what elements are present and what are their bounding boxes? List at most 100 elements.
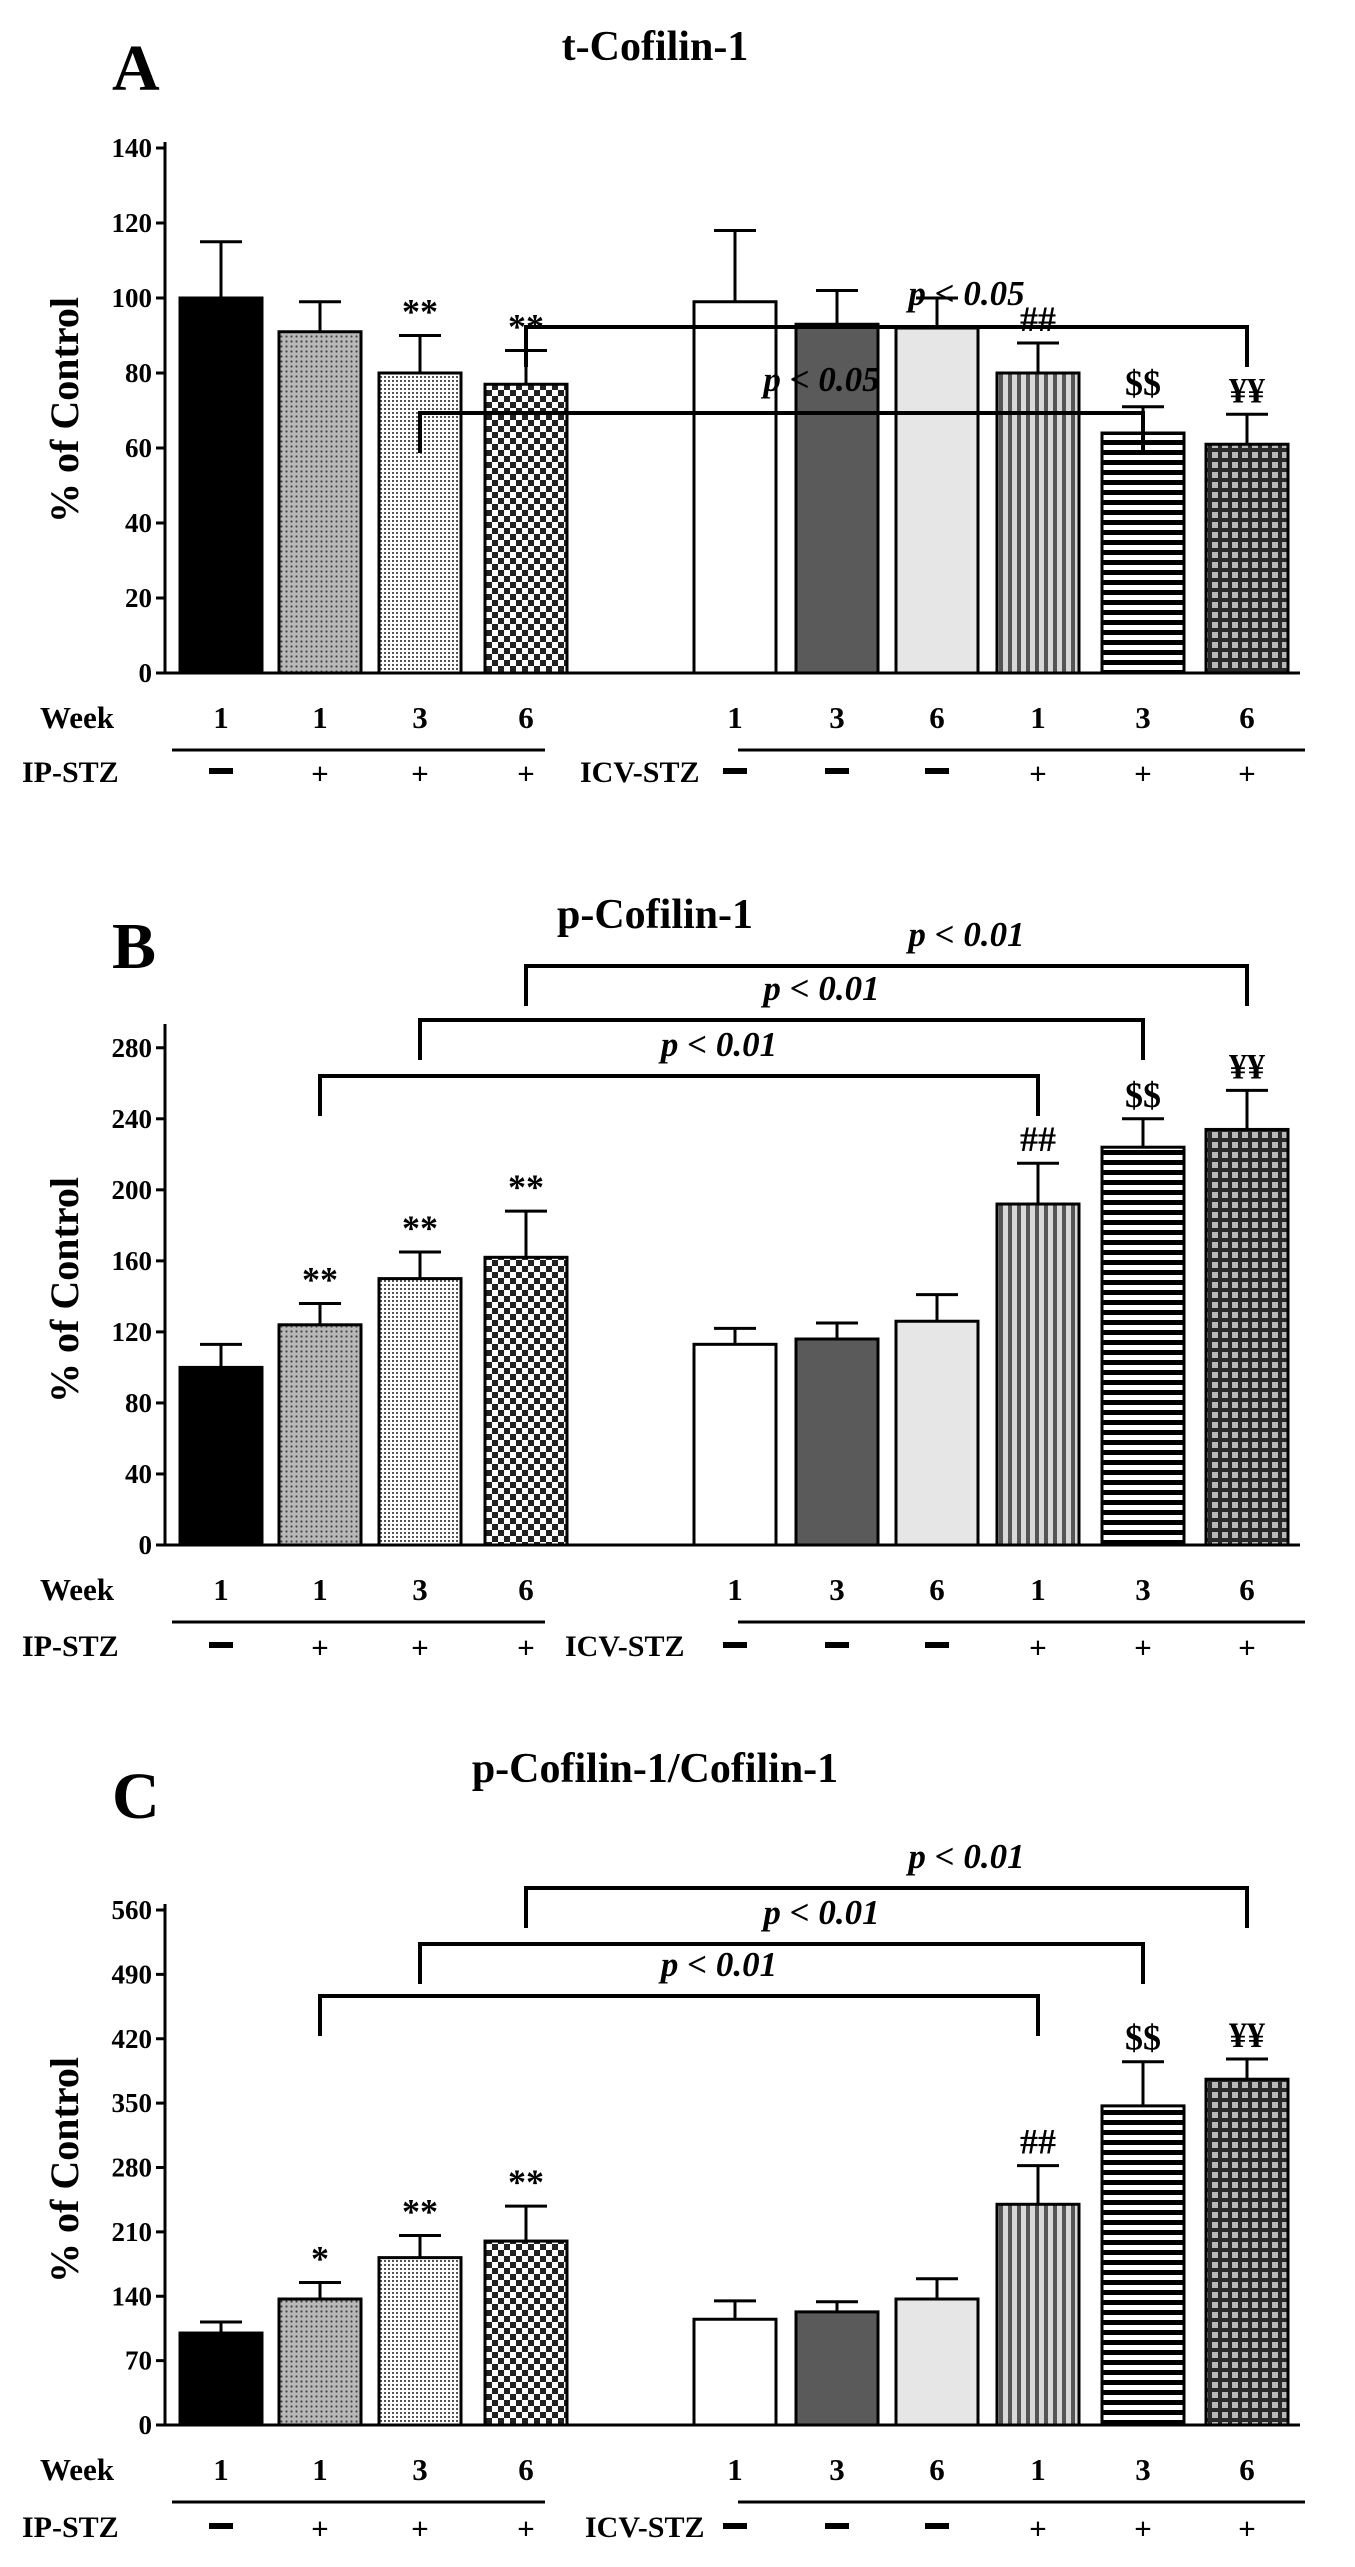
stz-plus: +: [311, 756, 329, 791]
p-value-label: p < 0.01: [658, 1025, 777, 1064]
bar: [277, 2297, 363, 2427]
stz-minus: [825, 2523, 849, 2529]
stz-minus: [723, 768, 747, 774]
panel-letter: B: [112, 910, 156, 983]
week-label: 1: [213, 2452, 229, 2487]
week-label: 1: [727, 700, 743, 735]
significance-label: ##: [1020, 299, 1056, 339]
bar: [1204, 2077, 1290, 2427]
bar: [894, 1319, 980, 1547]
y-tick-label: 70: [125, 2346, 152, 2376]
bar: [995, 371, 1081, 675]
week-label: 6: [929, 700, 945, 735]
week-label: 6: [929, 2452, 945, 2487]
p-value-label: p < 0.01: [905, 1837, 1024, 1876]
stz-minus: [925, 2523, 949, 2529]
p-value-label: p < 0.01: [658, 1945, 777, 1984]
stz-minus: [209, 768, 233, 774]
y-axis-label: % of Control: [42, 297, 87, 523]
y-tick-label: 80: [125, 1388, 152, 1418]
significance-label: **: [302, 1259, 338, 1299]
bar: [692, 300, 778, 675]
significance-label: ¥¥: [1229, 370, 1265, 410]
significance-label: $$: [1125, 2018, 1161, 2058]
comparison-bracket: [524, 1886, 1249, 1928]
bar: [178, 296, 264, 675]
y-tick-label: 240: [112, 1104, 153, 1134]
y-tick-label: 140: [112, 133, 153, 163]
week-label: 1: [727, 2452, 743, 2487]
stz-plus: +: [1238, 2511, 1256, 2546]
y-tick-label: 280: [112, 2153, 153, 2183]
significance-label: **: [402, 1208, 438, 1248]
week-label: 1: [213, 700, 229, 735]
comparison-bracket: [418, 1018, 1145, 1060]
bar: [178, 2331, 264, 2427]
ip-stz-label: IP-STZ: [22, 756, 119, 789]
stz-minus: [925, 768, 949, 774]
p-value-label: p < 0.01: [760, 1893, 879, 1932]
stz-plus: +: [411, 1630, 429, 1665]
panel-letter: C: [112, 1760, 160, 1833]
bar: [1100, 2104, 1186, 2427]
week-row-label: Week: [40, 1572, 115, 1607]
bar: [794, 322, 880, 675]
y-tick-label: 80: [125, 358, 152, 388]
y-tick-label: 120: [112, 1317, 153, 1347]
y-tick-label: 40: [125, 508, 152, 538]
y-tick-label: 200: [112, 1175, 153, 1205]
bar: [277, 330, 363, 675]
stz-minus: [723, 1642, 747, 1648]
week-label: 1: [727, 1572, 743, 1607]
bar: [1100, 431, 1186, 675]
week-label: 3: [829, 2452, 845, 2487]
y-tick-label: 40: [125, 1459, 152, 1489]
week-row-label: Week: [40, 700, 115, 735]
comparison-bracket: [524, 325, 1249, 367]
significance-label: *: [311, 2238, 329, 2278]
week-label: 3: [1135, 2452, 1151, 2487]
week-label: 6: [929, 1572, 945, 1607]
chart-title: t-Cofilin-1: [562, 24, 749, 70]
p-value-label: p < 0.05: [760, 360, 879, 399]
y-axis-label: % of Control: [42, 2057, 87, 2283]
y-tick-label: 120: [112, 208, 153, 238]
significance-label: ¥¥: [1229, 1046, 1265, 1086]
stz-plus: +: [311, 1630, 329, 1665]
stz-plus: +: [517, 2511, 535, 2546]
bar: [377, 1277, 463, 1547]
bar: [692, 2317, 778, 2427]
bar: [277, 1323, 363, 1547]
y-tick-label: 210: [112, 2217, 153, 2247]
icv-stz-label: ICV-STZ: [585, 2511, 704, 2544]
bar: [894, 326, 980, 675]
y-axis-label: % of Control: [42, 1177, 87, 1403]
bar: [995, 1202, 1081, 1547]
bar: [483, 382, 569, 675]
week-row-label: Week: [40, 2452, 115, 2487]
stz-minus: [209, 2523, 233, 2529]
bar: [1100, 1145, 1186, 1547]
week-label: 3: [412, 700, 428, 735]
stz-plus: +: [1134, 2511, 1152, 2546]
stz-plus: +: [1238, 756, 1256, 791]
week-label: 1: [312, 2452, 328, 2487]
week-label: 1: [312, 1572, 328, 1607]
stz-plus: +: [1134, 756, 1152, 791]
y-tick-label: 0: [139, 658, 153, 688]
comparison-bracket: [418, 411, 1145, 453]
stz-plus: +: [517, 756, 535, 791]
y-tick-label: 20: [125, 583, 152, 613]
week-label: 6: [518, 2452, 534, 2487]
y-tick-label: 60: [125, 433, 152, 463]
chart-title: p-Cofilin-1/Cofilin-1: [472, 1746, 838, 1792]
p-value-label: p < 0.05: [905, 274, 1024, 313]
stz-minus: [825, 1642, 849, 1648]
bar: [178, 1365, 264, 1547]
ip-stz-label: IP-STZ: [22, 2511, 119, 2544]
week-label: 1: [1030, 1572, 1046, 1607]
significance-label: **: [402, 2192, 438, 2232]
